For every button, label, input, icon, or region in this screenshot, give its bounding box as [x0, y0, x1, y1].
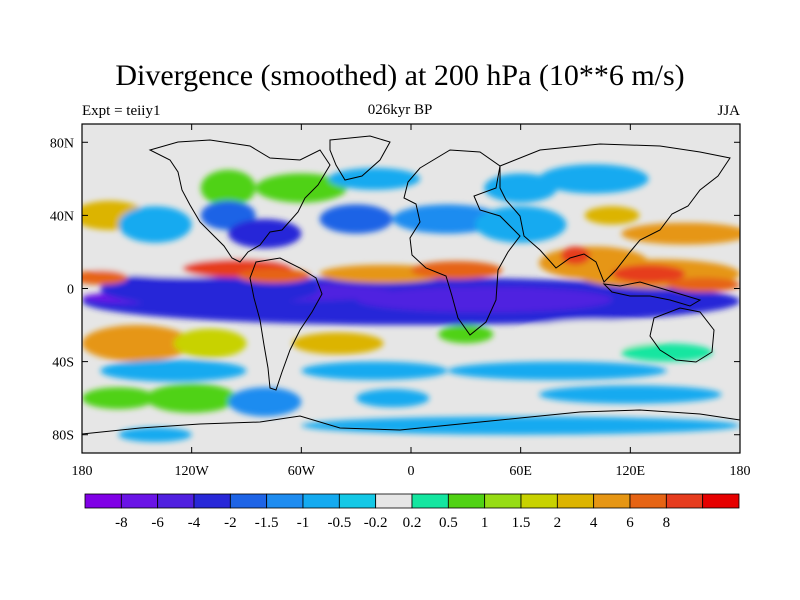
lon-tick-label: 60E: [509, 464, 532, 479]
north-america-coastline: [148, 139, 331, 263]
colorbar-swatch: [229, 493, 268, 509]
colorbar-swatch: [593, 493, 631, 509]
field-region: [584, 206, 640, 225]
lon-tick-label: 120E: [616, 464, 646, 479]
field-region: [228, 387, 302, 417]
greenland-coastline: [329, 135, 391, 181]
season-label: JJA: [717, 103, 740, 119]
colorbar-label: -4: [188, 515, 201, 531]
field-region: [145, 383, 238, 413]
field-region: [621, 343, 713, 362]
map-axis-ticks: 180 120W 60W 0 60E 120E 180 80N 40N 0 40S 80S: [50, 124, 751, 479]
colorbar-label: -6: [151, 515, 164, 531]
field-region: [301, 361, 448, 380]
lat-tick-label: 0: [67, 283, 74, 298]
field-region: [474, 206, 567, 243]
colorbar-label: -8: [115, 515, 128, 531]
field-region: [118, 427, 192, 443]
lon-tick-label: 180: [72, 464, 93, 479]
colorbar-label: 4: [590, 515, 598, 531]
colorbar-label: -1: [297, 515, 310, 531]
field-region: [520, 319, 667, 349]
colorbar-swatch: [629, 493, 667, 509]
field-region: [328, 167, 421, 190]
field-region: [447, 361, 667, 380]
field-region: [666, 277, 740, 293]
field-region: [392, 204, 503, 234]
colorbar-label: 6: [626, 515, 634, 531]
divergence-field: [82, 164, 740, 443]
time-label: 026kyr BP: [367, 102, 433, 118]
colorbar-swatch: [84, 493, 122, 509]
colorbar-label: 1: [481, 515, 489, 531]
experiment-label: Expt = teiiy1: [82, 103, 161, 119]
lat-tick-label: 40N: [50, 209, 74, 224]
colorbar-label: 0.5: [439, 515, 458, 531]
europe-africa-coastline: [403, 149, 521, 336]
colorbar-swatch: [375, 493, 413, 509]
lat-tick-label: 40S: [52, 356, 74, 371]
field-region: [356, 389, 430, 408]
colorbar-swatch: [447, 493, 486, 509]
colorbar-label: 2: [554, 515, 562, 531]
field-region: [255, 173, 348, 203]
colorbar-label: -2: [224, 515, 237, 531]
field-region: [200, 169, 256, 207]
field-region: [173, 328, 247, 358]
colorbar-swatch: [556, 493, 595, 509]
colorbar-swatch: [266, 493, 304, 509]
field-region: [538, 385, 722, 404]
colorbar-swatch: [665, 493, 704, 509]
field-region: [237, 268, 311, 284]
field-region: [82, 325, 192, 362]
colorbar-swatch: [702, 493, 740, 509]
field-region: [560, 246, 591, 265]
colorbar-label: -1.5: [255, 515, 279, 531]
coastlines: [82, 135, 740, 435]
australia-coastline: [649, 307, 715, 363]
colorbar: -8 -6 -4 -2 -1.5 -1 -0.5 -0.2 0.2 0.5 1 1.5 2 4 6 8: [84, 493, 740, 531]
field-region: [82, 270, 128, 285]
colorbar-swatch: [484, 493, 522, 509]
field-region: [621, 222, 740, 245]
field-region: [356, 286, 613, 313]
maritime-continent-coastline: [602, 281, 702, 307]
colorbar-swatch: [193, 493, 231, 509]
antarctica-coastline: [82, 409, 740, 435]
lon-tick-label: 60W: [288, 464, 316, 479]
field-region: [292, 332, 384, 355]
field-region: [301, 416, 740, 435]
south-america-coastline: [249, 257, 323, 391]
colorbar-label: -0.5: [327, 515, 351, 531]
field-region: [438, 325, 494, 344]
colorbar-label: 0.2: [403, 515, 422, 531]
lat-tick-label: 80N: [50, 136, 74, 151]
colorbar-label: 1.5: [512, 515, 531, 531]
field-region: [484, 173, 558, 203]
colorbar-swatch: [411, 493, 449, 509]
field-region: [118, 206, 192, 243]
colorbar-swatch: [302, 493, 340, 509]
field-region: [82, 387, 156, 410]
lon-tick-label: 120W: [175, 464, 210, 479]
field-region: [319, 204, 393, 234]
lat-tick-label: 80S: [52, 429, 74, 444]
colorbar-swatch: [520, 493, 558, 509]
colorbar-swatch: [120, 493, 159, 509]
colorbar-label: -0.2: [364, 515, 388, 531]
field-region: [100, 359, 247, 382]
colorbar-label: 8: [663, 515, 671, 531]
lon-tick-label: 0: [408, 464, 415, 479]
field-region: [228, 219, 302, 249]
lon-tick-label: 180: [730, 464, 751, 479]
field-region: [612, 264, 686, 284]
field-region: [411, 261, 503, 280]
field-region: [538, 164, 649, 194]
colorbar-swatch: [338, 493, 377, 509]
asia-coastline: [499, 143, 731, 283]
plot-title: Divergence (smoothed) at 200 hPa (10**6 …: [115, 59, 685, 92]
colorbar-swatch: [157, 493, 195, 509]
